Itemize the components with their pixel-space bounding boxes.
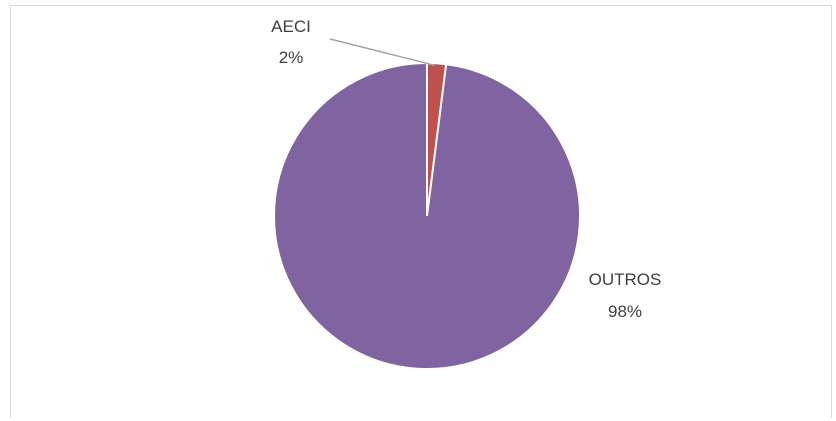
pie-slices — [273, 61, 581, 370]
slice-label-outros-value: 98% — [608, 302, 642, 321]
slice-label-aeci-name: AECI — [271, 17, 311, 36]
pie-labels: AECI 2% OUTROS 98% — [271, 17, 661, 321]
pie-slice-outros — [273, 61, 581, 370]
slice-label-aeci-value: 2% — [279, 48, 304, 67]
aeci-leader-line — [329, 38, 435, 67]
chart-border — [10, 5, 832, 418]
slice-label-outros-name: OUTROS — [589, 270, 662, 289]
